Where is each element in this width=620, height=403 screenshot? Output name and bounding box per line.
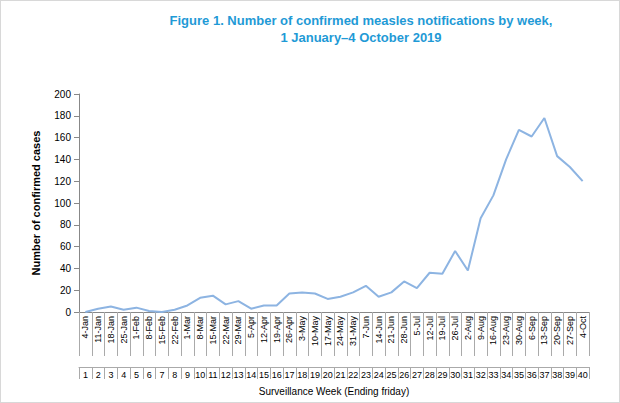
svg-text:35: 35 bbox=[514, 370, 524, 380]
svg-text:9: 9 bbox=[185, 370, 190, 380]
svg-text:1-Mar: 1-Mar bbox=[182, 316, 192, 340]
svg-text:7: 7 bbox=[159, 370, 164, 380]
svg-text:28: 28 bbox=[425, 370, 435, 380]
svg-text:31: 31 bbox=[463, 370, 473, 380]
svg-text:120: 120 bbox=[54, 176, 71, 187]
svg-text:200: 200 bbox=[54, 89, 71, 100]
svg-text:15: 15 bbox=[259, 370, 269, 380]
svg-text:0: 0 bbox=[65, 307, 71, 318]
svg-text:Surveillance Week (Ending frid: Surveillance Week (Ending friday) bbox=[259, 386, 409, 397]
svg-text:20: 20 bbox=[60, 285, 72, 296]
svg-text:140: 140 bbox=[54, 154, 71, 165]
svg-text:3: 3 bbox=[108, 370, 113, 380]
svg-text:19-Jul: 19-Jul bbox=[437, 316, 447, 341]
svg-text:11: 11 bbox=[208, 370, 217, 380]
svg-text:22-Mar: 22-Mar bbox=[221, 316, 231, 345]
svg-text:19-Apr: 19-Apr bbox=[272, 316, 282, 343]
svg-text:1: 1 bbox=[83, 370, 88, 380]
svg-text:18: 18 bbox=[297, 370, 307, 380]
svg-text:29-Mar: 29-Mar bbox=[233, 316, 243, 345]
svg-text:26-Apr: 26-Apr bbox=[284, 316, 294, 343]
svg-text:12: 12 bbox=[221, 370, 231, 380]
svg-text:23-Aug: 23-Aug bbox=[501, 316, 511, 345]
svg-text:27-Sep: 27-Sep bbox=[565, 316, 575, 345]
svg-text:25-Jan: 25-Jan bbox=[119, 316, 129, 344]
svg-text:40: 40 bbox=[60, 263, 72, 274]
svg-text:100: 100 bbox=[54, 198, 71, 209]
svg-text:2-Aug: 2-Aug bbox=[463, 316, 473, 340]
svg-text:16-Aug: 16-Aug bbox=[488, 316, 498, 345]
svg-text:10: 10 bbox=[195, 370, 205, 380]
svg-text:24: 24 bbox=[374, 370, 384, 380]
svg-text:160: 160 bbox=[54, 132, 71, 143]
svg-text:13-Sep: 13-Sep bbox=[539, 316, 549, 345]
svg-text:4-Oct: 4-Oct bbox=[578, 316, 588, 339]
svg-text:11-Jan: 11-Jan bbox=[93, 316, 103, 343]
svg-text:17-May: 17-May bbox=[323, 316, 333, 347]
svg-text:10-May: 10-May bbox=[310, 316, 320, 347]
svg-text:36: 36 bbox=[527, 370, 537, 380]
svg-text:27: 27 bbox=[412, 370, 422, 380]
svg-text:28-Jun: 28-Jun bbox=[399, 316, 409, 344]
svg-text:12-Apr: 12-Apr bbox=[259, 316, 269, 343]
svg-text:4: 4 bbox=[121, 370, 126, 380]
svg-text:34: 34 bbox=[501, 370, 511, 380]
svg-text:2: 2 bbox=[96, 370, 101, 380]
svg-text:21-Jun: 21-Jun bbox=[386, 316, 396, 344]
svg-text:7-Jun: 7-Jun bbox=[361, 316, 371, 339]
svg-text:Figure 1. Number of confirmed: Figure 1. Number of confirmed measles no… bbox=[170, 13, 553, 28]
svg-text:37: 37 bbox=[539, 370, 549, 380]
svg-text:3-May: 3-May bbox=[297, 316, 307, 342]
svg-text:20: 20 bbox=[323, 370, 333, 380]
svg-text:19: 19 bbox=[310, 370, 320, 380]
svg-text:38: 38 bbox=[552, 370, 562, 380]
svg-text:32: 32 bbox=[476, 370, 486, 380]
svg-text:8: 8 bbox=[172, 370, 177, 380]
svg-text:9-Aug: 9-Aug bbox=[476, 316, 486, 340]
svg-text:16: 16 bbox=[272, 370, 282, 380]
svg-text:12-Jul: 12-Jul bbox=[425, 316, 435, 341]
svg-text:29: 29 bbox=[437, 370, 447, 380]
svg-text:5: 5 bbox=[134, 370, 139, 380]
svg-text:80: 80 bbox=[60, 219, 72, 230]
svg-text:22-Feb: 22-Feb bbox=[170, 316, 180, 345]
svg-text:60: 60 bbox=[60, 241, 72, 252]
svg-text:180: 180 bbox=[54, 110, 71, 121]
svg-text:8-Feb: 8-Feb bbox=[144, 316, 154, 340]
svg-text:21: 21 bbox=[335, 370, 345, 380]
svg-text:6-Sep: 6-Sep bbox=[527, 316, 537, 340]
svg-text:5-Apr: 5-Apr bbox=[246, 316, 256, 338]
svg-text:14-Jun: 14-Jun bbox=[374, 316, 384, 344]
svg-text:18-Jan: 18-Jan bbox=[106, 316, 116, 344]
svg-text:24-May: 24-May bbox=[335, 316, 345, 347]
svg-text:6: 6 bbox=[147, 370, 152, 380]
svg-text:23: 23 bbox=[361, 370, 371, 380]
svg-text:30: 30 bbox=[450, 370, 460, 380]
svg-text:4-Jan: 4-Jan bbox=[80, 316, 90, 339]
svg-text:26: 26 bbox=[399, 370, 409, 380]
svg-text:17: 17 bbox=[284, 370, 294, 380]
svg-text:5-Jul: 5-Jul bbox=[412, 316, 422, 336]
svg-text:22: 22 bbox=[348, 370, 358, 380]
svg-text:33: 33 bbox=[488, 370, 498, 380]
svg-text:30-Aug: 30-Aug bbox=[514, 316, 524, 345]
svg-text:14: 14 bbox=[246, 370, 256, 380]
svg-text:25: 25 bbox=[386, 370, 396, 380]
svg-text:1-Feb: 1-Feb bbox=[131, 316, 141, 340]
svg-text:8-Mar: 8-Mar bbox=[195, 316, 205, 340]
svg-text:1 January–4 October 2019: 1 January–4 October 2019 bbox=[280, 30, 441, 45]
svg-text:13: 13 bbox=[233, 370, 243, 380]
svg-text:26-Jul: 26-Jul bbox=[450, 316, 460, 341]
svg-text:31-May: 31-May bbox=[348, 316, 358, 347]
svg-text:20-Sep: 20-Sep bbox=[552, 316, 562, 345]
svg-text:15-Mar: 15-Mar bbox=[208, 316, 218, 345]
svg-text:40: 40 bbox=[578, 370, 588, 380]
svg-text:Number of confirmed cases: Number of confirmed cases bbox=[30, 131, 42, 276]
svg-text:39: 39 bbox=[565, 370, 575, 380]
svg-text:15-Feb: 15-Feb bbox=[157, 316, 167, 345]
